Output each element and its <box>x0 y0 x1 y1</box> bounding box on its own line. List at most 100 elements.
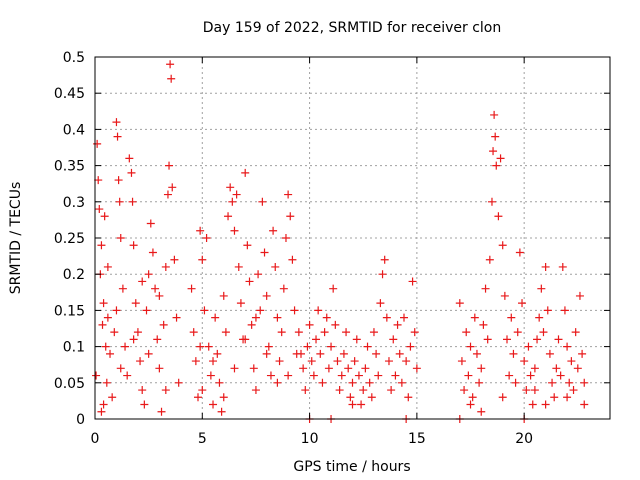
y-tick-label: 0 <box>76 412 85 428</box>
data-point <box>123 371 132 380</box>
data-point <box>110 328 119 337</box>
data-point <box>103 262 112 271</box>
data-point <box>333 357 342 366</box>
data-point <box>312 335 321 344</box>
data-point <box>468 393 477 402</box>
data-point <box>142 306 151 315</box>
data-point <box>550 393 559 402</box>
data-point <box>290 306 299 315</box>
y-tick-label: 0.3 <box>63 195 85 211</box>
x-axis-ticks: 0 5 10 15 20 <box>91 57 533 447</box>
data-point <box>528 400 537 409</box>
data-point <box>556 371 565 380</box>
x-tick-label: 0 <box>91 431 100 447</box>
data-point <box>460 386 469 395</box>
data-point <box>498 241 507 250</box>
data-point <box>271 262 280 271</box>
data-point <box>165 161 174 170</box>
data-point <box>329 284 338 293</box>
data-point <box>262 349 271 358</box>
data-point <box>97 241 106 250</box>
data-point <box>518 299 527 308</box>
data-point <box>314 306 323 315</box>
chart-title: Day 159 of 2022, SRMTID for receiver clo… <box>203 20 501 36</box>
data-point <box>571 328 580 337</box>
data-point <box>121 342 130 351</box>
data-point <box>93 139 102 148</box>
data-point <box>548 378 557 387</box>
data-point <box>578 349 587 358</box>
data-point <box>515 248 524 257</box>
data-point <box>481 284 490 293</box>
data-point <box>159 320 168 329</box>
data-point <box>335 386 344 395</box>
data-point <box>284 371 293 380</box>
data-point <box>161 262 170 271</box>
y-tick-label: 0.5 <box>63 50 85 66</box>
data-point <box>230 226 239 235</box>
data-point <box>288 255 297 264</box>
data-point <box>503 335 511 344</box>
data-point <box>118 284 127 293</box>
data-point <box>309 371 318 380</box>
data-point <box>354 371 363 380</box>
data-point <box>125 154 134 163</box>
data-point <box>232 190 241 199</box>
data-point <box>115 197 124 206</box>
data-point <box>224 212 233 221</box>
data-point <box>219 393 228 402</box>
data-point <box>303 342 312 351</box>
data-point <box>491 132 500 141</box>
data-point <box>543 306 552 315</box>
data-point <box>470 313 479 322</box>
data-point <box>98 320 107 329</box>
data-point <box>113 132 122 141</box>
data-point <box>97 407 106 416</box>
data-point <box>279 284 288 293</box>
data-point <box>144 270 153 279</box>
data-point <box>128 197 137 206</box>
data-point <box>361 364 370 373</box>
data-point <box>269 226 278 235</box>
data-point <box>226 183 235 192</box>
data-point <box>144 349 153 358</box>
data-point <box>249 364 258 373</box>
data-point <box>384 357 393 366</box>
data-point <box>331 320 340 329</box>
data-point <box>106 349 115 358</box>
data-point <box>342 328 351 337</box>
data-point <box>382 313 391 322</box>
data-point <box>102 378 111 387</box>
data-point <box>365 378 374 387</box>
data-point <box>466 400 475 409</box>
y-tick-label: 0.35 <box>54 159 85 175</box>
data-points <box>92 60 589 423</box>
data-point <box>299 364 308 373</box>
data-point <box>254 270 263 279</box>
data-point <box>241 168 250 177</box>
data-point <box>348 378 357 387</box>
data-point <box>275 357 284 366</box>
data-point <box>513 328 522 337</box>
x-axis-label: GPS time / hours <box>293 459 410 475</box>
data-point <box>380 255 389 264</box>
data-point <box>464 371 473 380</box>
data-point <box>219 291 228 300</box>
data-point <box>168 183 177 192</box>
data-point <box>483 335 492 344</box>
data-point <box>485 255 494 264</box>
data-point <box>569 386 578 395</box>
data-point <box>359 386 368 395</box>
data-point <box>374 371 383 380</box>
data-point <box>127 168 136 177</box>
data-point <box>234 262 243 271</box>
data-point <box>372 349 381 358</box>
y-tick-label: 0.4 <box>63 122 85 138</box>
data-point <box>346 393 355 402</box>
data-point <box>494 212 503 221</box>
data-point <box>412 364 421 373</box>
y-tick-label: 0.05 <box>54 376 85 392</box>
data-point <box>204 342 213 351</box>
data-point <box>236 299 245 308</box>
data-point <box>157 407 166 416</box>
